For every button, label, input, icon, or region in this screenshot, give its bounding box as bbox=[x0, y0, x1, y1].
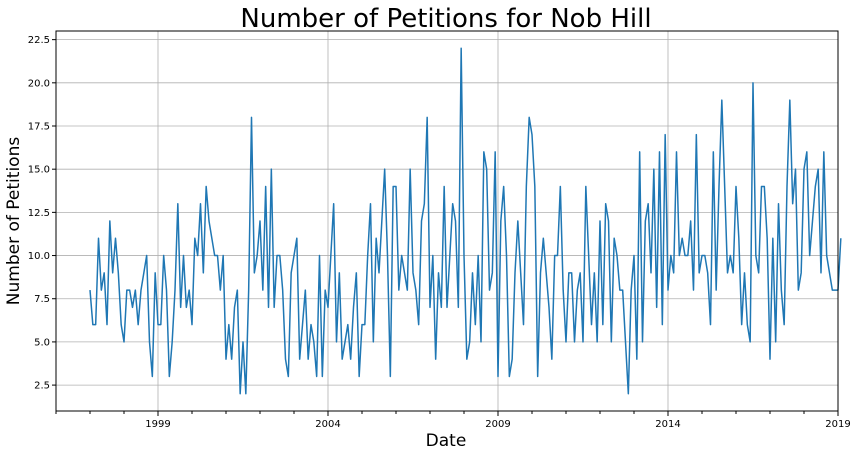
y-tick-label: 15.0 bbox=[28, 165, 50, 176]
y-tick-label: 20.0 bbox=[28, 78, 50, 89]
y-tick-label: 5.0 bbox=[34, 337, 50, 348]
x-tick-label: 2009 bbox=[485, 419, 510, 430]
plot-frame bbox=[55, 30, 839, 412]
axis-ticks: 2.5 5.0 7.5 10.0 12.5 15.0 17.5 20.0 22.5 1999 200… bbox=[28, 35, 851, 430]
y-tick-label: 7.5 bbox=[34, 294, 50, 305]
x-tick-label: 2019 bbox=[825, 419, 850, 430]
chart-title: Number of Petitions for Nob Hill bbox=[240, 4, 651, 34]
series-line bbox=[89, 47, 842, 395]
x-tick-label: 1999 bbox=[145, 419, 170, 430]
y-tick-label: 17.5 bbox=[28, 122, 50, 133]
y-tick-label: 12.5 bbox=[28, 208, 50, 219]
x-tick-label: 2014 bbox=[655, 419, 680, 430]
y-tick-label: 22.5 bbox=[28, 35, 50, 46]
y-tick-label: 10.0 bbox=[28, 251, 50, 262]
y-axis-label: Number of Petitions bbox=[4, 137, 24, 306]
y-tick-label: 2.5 bbox=[34, 381, 50, 392]
x-axis-label: Date bbox=[426, 431, 467, 451]
grid bbox=[56, 31, 839, 411]
x-tick-label: 2004 bbox=[315, 419, 340, 430]
